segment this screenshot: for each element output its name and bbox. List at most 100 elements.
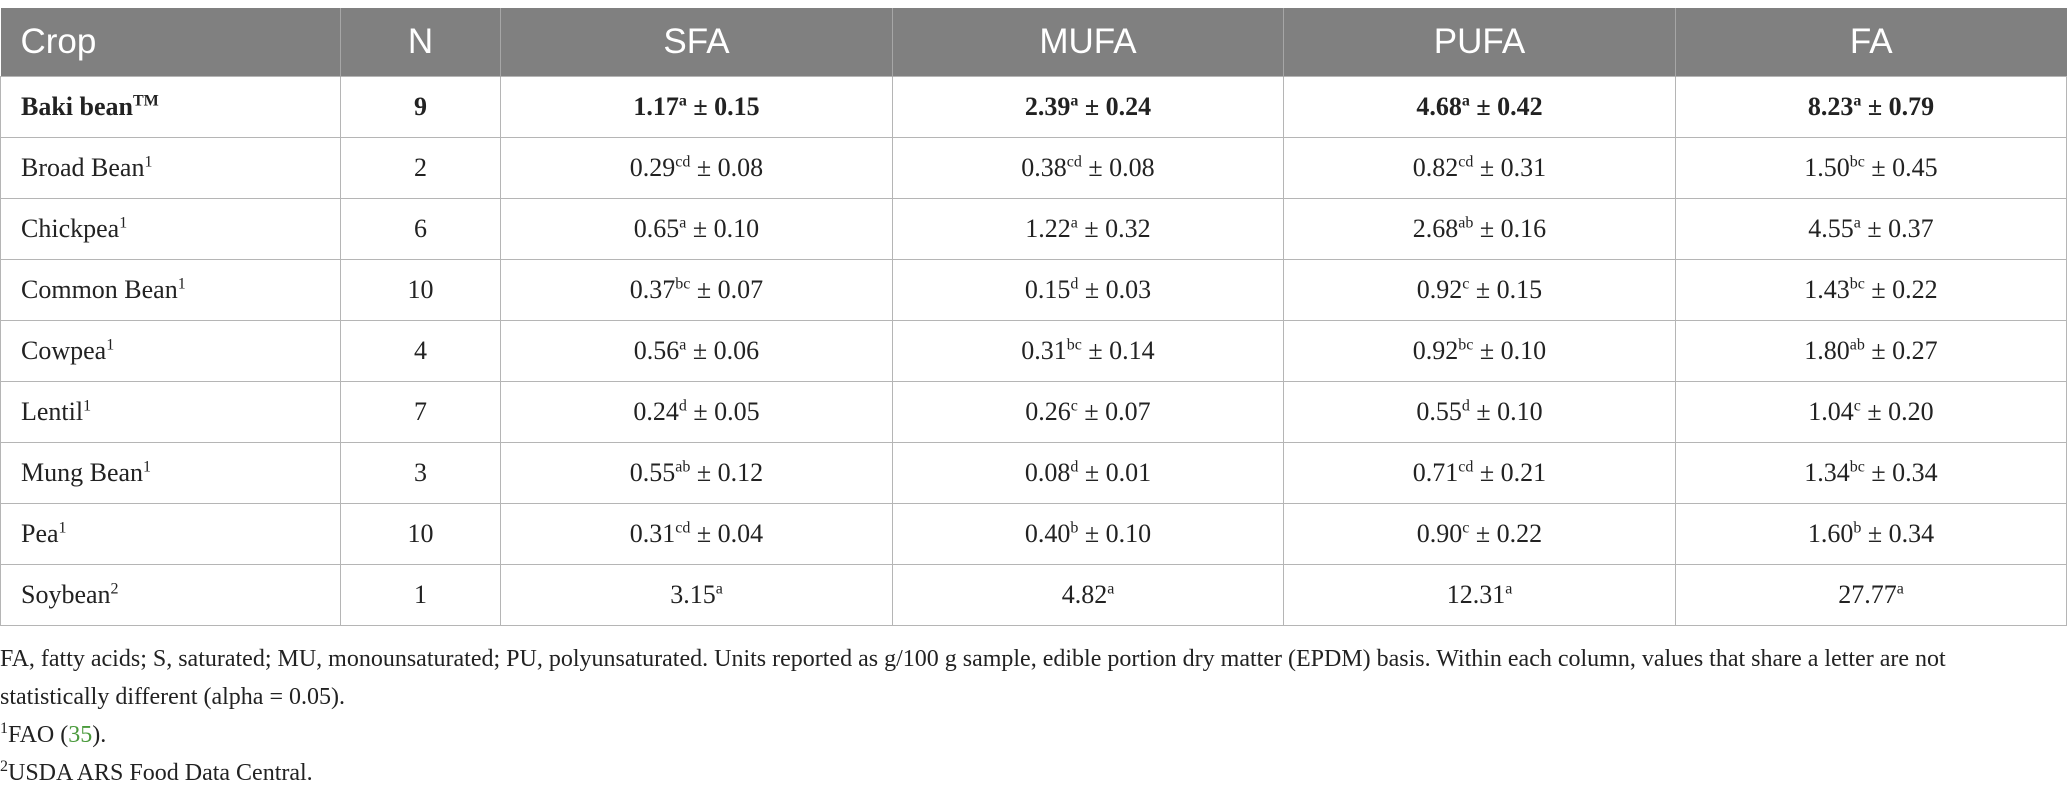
table-row: Pea1 10 0.31cd ± 0.04 0.40b ± 0.10 0.90c ± 0… [0,503,2067,565]
cell-pufa: 0.92c ± 0.15 [1283,259,1676,321]
cell-pufa: 2.68ab ± 0.16 [1283,198,1676,260]
pufa-value: 0.92 [1416,275,1463,304]
mufa-value: 0.40 [1024,519,1071,548]
sfa-error: ± 0.15 [693,92,760,121]
fa-error: ± 0.22 [1871,275,1938,304]
mufa-value: 0.31 [1021,336,1067,365]
cell-crop: Pea1 [0,503,341,565]
fa-error: ± 0.45 [1871,153,1938,182]
footnote-1-text: FAO ( [8,722,69,748]
mufa-error: ± 0.01 [1084,458,1152,487]
cell-mufa: 0.15d ± 0.03 [892,259,1284,321]
sfa-error: ± 0.05 [693,397,760,426]
crop-superscript: 1 [58,519,67,537]
fa-letter: bc [1849,275,1865,293]
fa-value: 1.34 [1804,458,1850,487]
cell-sfa: 0.37bc ± 0.07 [500,259,893,321]
fa-letter: bc [1849,153,1865,171]
pufa-value: 0.71 [1412,458,1459,487]
cell-sfa: 1.17a ± 0.15 [500,76,893,138]
pufa-error: ± 0.22 [1475,519,1543,548]
table-row: Cowpea1 4 0.56a ± 0.06 0.31bc ± 0.14 0.92bc … [0,320,2067,382]
fa-letter: a [1896,580,1904,598]
fa-letter: a [1853,92,1862,110]
cell-sfa: 0.31cd ± 0.04 [500,503,893,565]
footnote-1: 1FAO (35). [0,716,2060,754]
pufa-value: 12.31 [1446,580,1506,609]
mufa-value: 1.22 [1025,214,1071,243]
pufa-error: ± 0.42 [1476,92,1543,121]
fa-letter: b [1853,519,1862,537]
mufa-error: ± 0.07 [1084,397,1151,426]
fa-error: ± 0.37 [1867,214,1934,243]
crop-name: Common Bean [21,275,178,304]
cell-n: 10 [340,259,501,321]
sfa-letter: d [678,397,687,415]
crop-superscript: TM [133,92,159,110]
pufa-letter: a [1505,580,1513,598]
mufa-value: 0.38 [1021,153,1067,182]
pufa-letter: c [1462,519,1470,537]
cell-pufa: 0.90c ± 0.22 [1283,503,1676,565]
crop-superscript: 1 [119,214,128,232]
table-row: Chickpea1 6 0.65a ± 0.10 1.22a ± 0.32 2.68ab… [0,198,2067,260]
cell-crop: Broad Bean1 [0,137,341,199]
cell-crop: Lentil1 [0,381,341,443]
pufa-error: ± 0.31 [1479,153,1547,182]
fa-error: ± 0.27 [1871,336,1938,365]
mufa-error: ± 0.10 [1084,519,1152,548]
cell-mufa: 1.22a ± 0.32 [892,198,1284,260]
crop-superscript: 1 [143,458,152,476]
mufa-value: 4.82 [1061,580,1108,609]
footnote-1-mark: 1 [0,720,8,737]
pufa-value: 0.90 [1416,519,1463,548]
footnote-2-text: USDA ARS Food Data Central. [8,760,313,786]
cell-mufa: 0.40b ± 0.10 [892,503,1284,565]
cell-sfa: 0.55ab ± 0.12 [500,442,893,504]
pufa-value: 4.68 [1416,92,1462,121]
fa-letter: ab [1849,336,1865,354]
cell-crop: Chickpea1 [0,198,341,260]
pufa-error: ± 0.10 [1479,336,1547,365]
cell-n: 2 [340,137,501,199]
fa-letter: a [1853,214,1861,232]
sfa-value: 0.56 [633,336,680,365]
cell-mufa: 0.31bc ± 0.14 [892,320,1284,382]
cell-crop: Cowpea1 [0,320,341,382]
header-mufa: MUFA [892,8,1284,77]
mufa-letter: cd [1066,153,1082,171]
footnote-2-mark: 2 [0,758,8,775]
header-n: N [340,8,501,77]
mufa-letter: bc [1066,336,1082,354]
crop-superscript: 2 [110,580,119,598]
mufa-letter: b [1070,519,1079,537]
sfa-value: 3.15 [670,580,716,609]
crop-superscript: 1 [177,275,186,293]
cell-pufa: 0.92bc ± 0.10 [1283,320,1676,382]
sfa-value: 0.65 [633,214,680,243]
sfa-letter: ab [675,458,691,476]
cell-n: 10 [340,503,501,565]
cell-pufa: 4.68a ± 0.42 [1283,76,1676,138]
sfa-value: 0.29 [629,153,676,182]
pufa-error: ± 0.21 [1479,458,1547,487]
pufa-letter: bc [1458,336,1474,354]
cell-sfa: 0.24d ± 0.05 [500,381,893,443]
cell-crop: Common Bean1 [0,259,341,321]
fa-error: ± 0.20 [1867,397,1934,426]
crop-name: Chickpea [21,214,120,243]
sfa-letter: a [679,214,687,232]
reference-link[interactable]: 35 [68,722,93,748]
sfa-value: 0.24 [633,397,679,426]
sfa-value: 0.31 [629,519,676,548]
cell-n: 1 [340,564,501,626]
sfa-letter: bc [675,275,691,293]
sfa-value: 0.37 [629,275,676,304]
fa-value: 4.55 [1808,214,1854,243]
cell-sfa: 0.65a ± 0.10 [500,198,893,260]
cell-sfa: 3.15a [500,564,893,626]
pufa-error: ± 0.16 [1479,214,1547,243]
table-row: Baki beanTM 9 1.17a ± 0.15 2.39a ± 0.24 4.68… [0,76,2067,138]
table-row: Lentil1 7 0.24d ± 0.05 0.26c ± 0.07 0.55d ± … [0,381,2067,443]
cell-n: 9 [340,76,501,138]
